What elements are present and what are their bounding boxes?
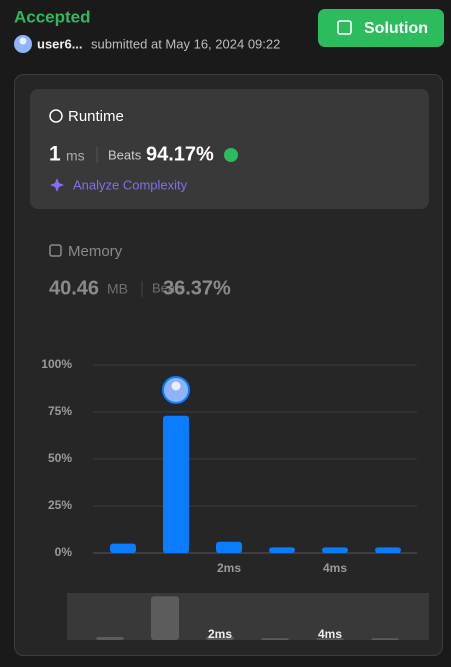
clock-icon — [49, 109, 63, 123]
memory-beats: 36.37% — [163, 277, 231, 299]
sparkle-icon — [50, 178, 64, 192]
navigator[interactable] — [67, 593, 429, 640]
navigator-bar — [206, 636, 234, 640]
bar — [110, 543, 136, 553]
bar — [322, 547, 348, 553]
runtime-label: Runtime — [68, 108, 124, 125]
x-tick-label: 4ms — [323, 561, 347, 575]
clap-icon — [224, 148, 238, 162]
avatar-head — [19, 37, 27, 45]
edit-icon — [337, 20, 352, 35]
bar — [216, 541, 242, 553]
memory-value: 40.46 — [49, 277, 99, 299]
y-tick-label: 0% — [55, 545, 73, 559]
bar — [163, 415, 189, 553]
y-tick-label: 25% — [48, 498, 72, 512]
navigator-bar — [261, 638, 289, 640]
navigator-bar — [96, 637, 124, 640]
navigator-bar — [371, 638, 399, 640]
y-tick-label: 100% — [41, 357, 72, 371]
runtime-unit: ms — [66, 148, 85, 164]
my-marker — [162, 376, 190, 404]
user-name[interactable]: user6... — [37, 36, 83, 51]
navigator-bar — [151, 596, 179, 640]
status: Accepted — [14, 7, 91, 26]
button-label[interactable]: Solution — [364, 20, 428, 37]
avatar-head — [171, 381, 181, 391]
y-tick-label: 75% — [48, 404, 72, 418]
analyze-link[interactable]: Analyze Complexity — [73, 177, 188, 192]
runtime-beats-label: Beats — [108, 147, 142, 162]
runtime-beats: 94.17% — [146, 143, 214, 165]
chart: 0% 25% 50% 75% 100% 2ms 2ms 4ms 4ms — [41, 357, 417, 641]
bar — [269, 547, 295, 553]
navigator-label: 2ms — [208, 627, 232, 641]
runtime-value: 1 — [49, 143, 61, 166]
navigator-bar — [316, 638, 344, 640]
button-bg[interactable] — [318, 9, 444, 47]
solution-button[interactable]: Solution — [318, 9, 444, 47]
memory-unit: MB — [107, 281, 128, 297]
submitted-at: submitted at May 16, 2024 09:22 — [91, 36, 280, 51]
y-tick-label: 50% — [48, 451, 72, 465]
navigator-label: 4ms — [318, 627, 342, 641]
memory-label: Memory — [68, 243, 123, 260]
chip-icon — [49, 244, 62, 257]
bar — [375, 547, 401, 553]
memory-beats-label: Beats — [152, 280, 186, 295]
x-tick-label: 2ms — [217, 561, 241, 575]
